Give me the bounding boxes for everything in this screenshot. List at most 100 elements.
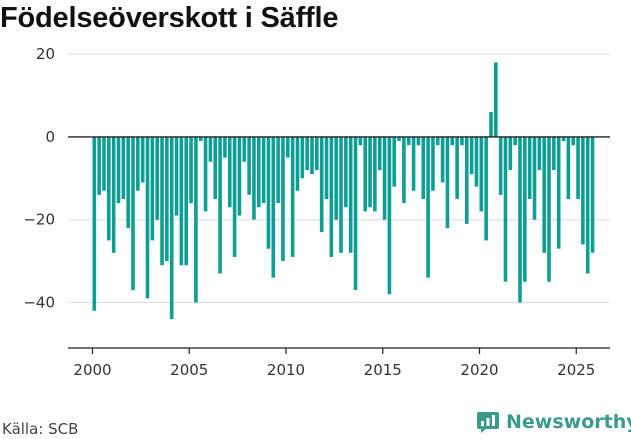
bar <box>281 136 285 262</box>
bar <box>198 136 203 142</box>
bar <box>411 136 416 191</box>
bar <box>518 136 522 303</box>
bar <box>421 136 426 199</box>
bar <box>440 136 445 183</box>
bar <box>358 136 363 146</box>
bar <box>426 136 430 278</box>
bar <box>295 136 300 191</box>
bar <box>232 136 237 257</box>
bar <box>310 136 314 175</box>
bar <box>464 136 469 224</box>
bar <box>566 136 571 199</box>
bar <box>397 136 401 142</box>
bar <box>431 136 435 191</box>
bar <box>184 136 189 266</box>
bar <box>479 136 484 212</box>
bar <box>571 136 576 146</box>
bar <box>131 136 135 291</box>
bar <box>266 136 271 249</box>
newsworthy-logo[interactable]: Newsworthy <box>476 408 631 436</box>
bar <box>547 136 551 282</box>
bar <box>329 136 334 257</box>
x-tick-label: 2025 <box>557 361 595 379</box>
bar <box>537 136 542 171</box>
bar <box>498 136 503 195</box>
bar <box>286 136 290 158</box>
bar <box>523 136 527 282</box>
bar <box>189 136 193 204</box>
bar <box>561 136 566 142</box>
bar <box>363 136 367 212</box>
bar-series <box>92 62 595 320</box>
bar <box>324 136 329 199</box>
bar <box>165 136 169 262</box>
bar <box>556 136 561 249</box>
bar <box>416 136 421 146</box>
bar <box>344 136 348 208</box>
bar <box>368 136 372 208</box>
bar <box>387 136 392 295</box>
bar <box>319 136 324 233</box>
bar <box>194 136 198 303</box>
bar <box>445 136 450 228</box>
bar <box>97 136 101 195</box>
bar <box>227 136 232 208</box>
bar <box>503 136 508 282</box>
bar <box>136 136 140 191</box>
bar <box>203 136 208 212</box>
x-tick-label: 2020 <box>460 361 498 379</box>
bar <box>242 136 247 162</box>
y-tick-label: −20 <box>23 211 55 229</box>
bar <box>527 136 532 199</box>
bar <box>532 136 537 220</box>
bar <box>256 136 261 208</box>
bar <box>406 136 411 146</box>
bar <box>382 136 387 220</box>
y-axis: 20 0 −20 −40 <box>23 45 610 311</box>
newsworthy-chart-icon <box>477 412 499 433</box>
bar <box>271 136 276 278</box>
bar <box>402 136 406 204</box>
bar <box>334 136 338 220</box>
bar <box>213 136 218 199</box>
bar <box>315 136 319 171</box>
bar <box>460 136 464 146</box>
bar <box>474 136 479 187</box>
bar <box>218 136 222 274</box>
chart-title: Födelseöverskott i Säffle <box>0 2 339 34</box>
y-tick-label: 20 <box>36 45 55 63</box>
x-tick-label: 2010 <box>267 361 305 379</box>
bar <box>160 136 164 266</box>
bar <box>179 136 184 266</box>
bar <box>169 136 174 320</box>
x-tick-label: 2000 <box>73 361 111 379</box>
bar <box>576 136 580 199</box>
bar <box>252 136 256 220</box>
bar <box>494 62 498 137</box>
bar <box>373 136 377 212</box>
bar <box>111 136 116 253</box>
bar <box>585 136 590 274</box>
bar <box>276 136 280 204</box>
source-note: Källa: SCB <box>2 420 79 438</box>
bar <box>455 136 459 199</box>
bar <box>155 136 159 220</box>
y-tick-label: 0 <box>45 128 55 146</box>
bar <box>150 136 155 241</box>
x-tick-label: 2005 <box>170 361 208 379</box>
bar <box>145 136 150 299</box>
bar <box>208 136 213 162</box>
bar <box>140 136 145 183</box>
bar <box>121 136 126 199</box>
bar <box>290 136 295 257</box>
bar <box>469 136 474 175</box>
bar <box>126 136 130 228</box>
bar <box>247 136 251 195</box>
bar <box>339 136 343 253</box>
bar <box>552 136 556 171</box>
bar <box>489 112 493 137</box>
bar <box>348 136 353 253</box>
bar <box>508 136 513 171</box>
bar <box>590 136 595 253</box>
